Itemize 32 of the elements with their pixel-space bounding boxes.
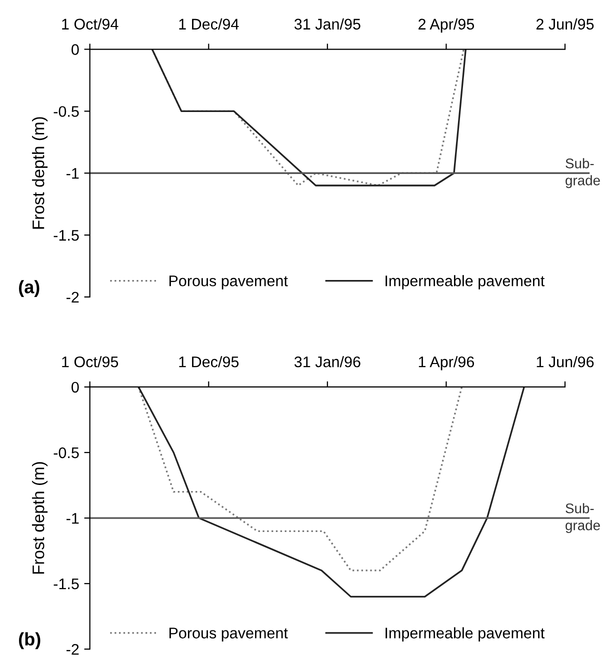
x-tick-label: 1 Oct/95	[62, 356, 118, 368]
y-tick-label: -1.5	[54, 230, 79, 241]
legend-label: Porous pavement	[169, 276, 288, 290]
y-tick-label: -1	[66, 513, 79, 524]
x-tick-label: 31 Jan/95	[294, 18, 360, 30]
y-tick-label: -1.5	[54, 578, 79, 590]
x-tick-label: 1 Oct/94	[62, 18, 118, 30]
x-tick-label: 31 Jan/96	[294, 356, 360, 368]
y-tick-label: -0.5	[54, 447, 79, 458]
x-tick-label: 2 Apr/95	[418, 18, 474, 33]
y-axis-title: Frost depth (m)	[32, 462, 48, 574]
legend-label: Impermeable pavement	[386, 275, 545, 290]
y-tick-label: 0	[72, 44, 79, 55]
x-tick-label: 1 Jun/96	[536, 356, 594, 368]
x-tick-label: 1 Dec/94	[179, 18, 239, 30]
text: (b)	[18, 632, 40, 650]
line-series	[138, 386, 525, 598]
y-tick-label: -1	[66, 168, 79, 179]
x-tick-label: 2 Jun/95	[536, 18, 594, 30]
y-tick-label: -0.5	[54, 106, 79, 117]
text: (a)	[18, 280, 40, 297]
line-series	[138, 386, 463, 572]
ref-line-label: Sub- grade	[566, 158, 600, 188]
legend-label: Porous pavement	[169, 628, 288, 642]
legend-label: Impermeable pavement	[386, 627, 545, 642]
x-tick-label: 1 Apr/96	[418, 356, 474, 370]
x-tick-label: 1 Dec/95	[179, 356, 239, 368]
y-tick-label: 0	[72, 382, 79, 393]
y-axis-title: Frost depth (m)	[32, 117, 48, 229]
ref-line-label: Sub- grade	[566, 503, 600, 534]
y-tick-label: -2	[66, 292, 79, 302]
y-tick-label: -2	[66, 644, 79, 655]
